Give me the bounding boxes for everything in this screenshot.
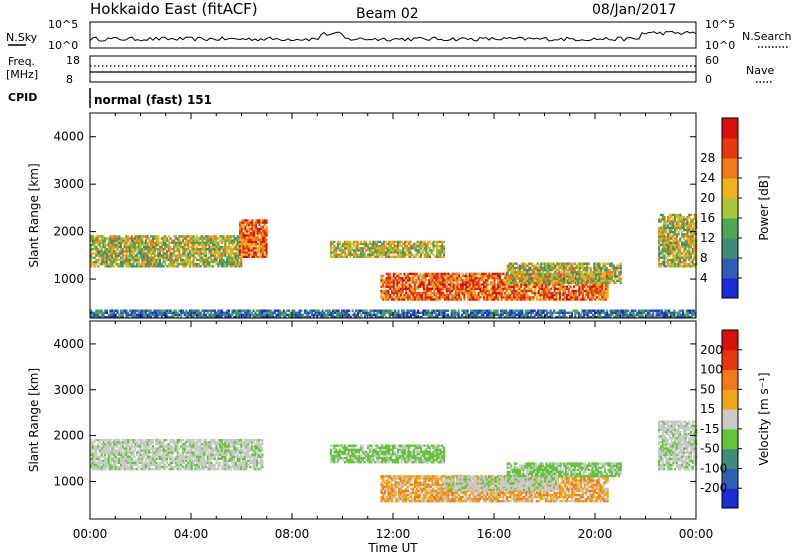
date-title: 08/Jan/2017 bbox=[592, 2, 676, 18]
colorbar-tick-label: 20 bbox=[700, 191, 715, 205]
freq-tick-right-top: 60 bbox=[705, 54, 719, 67]
colorbar-tick-label: -200 bbox=[700, 481, 727, 495]
colorbar-tick-label: 50 bbox=[700, 382, 715, 396]
noise-sky-line bbox=[89, 30, 697, 44]
colorbar-swatch bbox=[722, 448, 738, 469]
nsky-label: N.Sky bbox=[6, 31, 38, 44]
y-tick-label: 3000 bbox=[53, 383, 84, 397]
colorbar-swatch bbox=[722, 118, 738, 139]
colorbar-tick-label: 4 bbox=[700, 271, 708, 285]
colorbar-swatch bbox=[722, 369, 738, 390]
x-tick-label: 00:00 bbox=[679, 527, 714, 541]
colorbar-tick-label: -15 bbox=[700, 422, 720, 436]
colorbar-tick-label: 100 bbox=[700, 363, 723, 377]
time-axis: 00:00 04:00 08:00 12:00 16:00 20:00 00:00 Time … bbox=[73, 527, 714, 554]
colorbar-label: Power [dB] bbox=[757, 175, 771, 240]
colorbar-swatch bbox=[722, 468, 738, 489]
colorbar-swatch bbox=[722, 488, 738, 509]
colorbar-tick-label: 12 bbox=[700, 231, 715, 245]
velocity-panel: 1000 2000 3000 4000 Slant Range [km] bbox=[27, 320, 698, 520]
echo-region bbox=[380, 272, 609, 301]
colorbar-swatch bbox=[722, 138, 738, 159]
nave-label: Nave bbox=[746, 64, 774, 77]
echo-region bbox=[329, 240, 446, 258]
colorbar-tick-label: 200 bbox=[700, 343, 723, 357]
freq-tick-left-top: 18 bbox=[66, 54, 80, 67]
y-tick-label: 4000 bbox=[53, 130, 84, 144]
echo-region bbox=[506, 262, 622, 285]
colorbar-frame bbox=[721, 329, 739, 509]
colorbar-swatch bbox=[722, 409, 738, 430]
echo-region bbox=[658, 420, 698, 471]
echo-region bbox=[90, 235, 243, 268]
freq-strip-frame bbox=[89, 55, 697, 83]
echo-region bbox=[443, 476, 559, 491]
x-axis-label: Time UT bbox=[367, 541, 418, 554]
y-tick-label: 4000 bbox=[53, 337, 84, 351]
colorbar-frame bbox=[721, 117, 739, 299]
colorbar-tick-label: -100 bbox=[700, 461, 727, 475]
cpid-value: normal (fast) 151 bbox=[94, 93, 212, 107]
cpid-label: CPID bbox=[8, 91, 37, 104]
noise-tick-left-top: 10^5 bbox=[48, 18, 78, 31]
y-axis-label: Slant Range [km] bbox=[27, 163, 41, 267]
velocity-colorbar: 200 100 50 15 -15 -50 -100 -200 Velocity [m s⁻¹] bbox=[700, 329, 771, 509]
colorbar-tick-label: -50 bbox=[700, 442, 720, 456]
y-tick-label: 2000 bbox=[53, 225, 84, 239]
colorbar-swatch bbox=[722, 389, 738, 410]
noise-trace bbox=[89, 30, 697, 44]
x-tick-label: 16:00 bbox=[477, 527, 512, 541]
freq-tick-right-bottom: 0 bbox=[705, 73, 712, 86]
freq-label-line1: Freq. bbox=[8, 55, 35, 68]
noise-tick-left-bottom: 10^0 bbox=[48, 39, 78, 52]
colorbar-swatch bbox=[722, 258, 738, 279]
colorbar-swatch bbox=[722, 198, 738, 219]
x-tick-label: 20:00 bbox=[578, 527, 613, 541]
noise-tick-right-bottom: 10^0 bbox=[705, 39, 735, 52]
freq-tick-left-bottom: 8 bbox=[66, 73, 73, 86]
colorbar-tick-label: 8 bbox=[700, 251, 708, 265]
power-colorbar: 4 8 12 16 20 24 28 Power [dB] bbox=[700, 117, 771, 299]
colorbar-swatch bbox=[722, 218, 738, 239]
y-tick-label: 3000 bbox=[53, 177, 84, 191]
colorbar-swatch bbox=[722, 330, 738, 351]
x-tick-label: 12:00 bbox=[376, 527, 411, 541]
y-tick-label: 1000 bbox=[53, 474, 84, 488]
echo-region bbox=[90, 439, 264, 471]
colorbar-tick-label: 24 bbox=[700, 171, 715, 185]
echo-region bbox=[239, 219, 268, 258]
station-title: Hokkaido East (fitACF) bbox=[90, 0, 258, 18]
colorbar-swatch bbox=[722, 238, 738, 259]
echo-region bbox=[506, 462, 622, 478]
x-tick-label: 00:00 bbox=[73, 527, 108, 541]
colorbar-label: Velocity [m s⁻¹] bbox=[757, 372, 771, 465]
freq-label-line2: [MHz] bbox=[6, 68, 38, 81]
echo-region bbox=[329, 444, 446, 464]
colorbar-tick-label: 15 bbox=[700, 402, 715, 416]
colorbar-tick-label: 28 bbox=[700, 151, 715, 165]
y-tick-label: 1000 bbox=[53, 272, 84, 286]
y-tick-label: 2000 bbox=[53, 429, 84, 443]
x-tick-label: 04:00 bbox=[174, 527, 209, 541]
power-panel: 1000 2000 3000 4000 Slant Range [km] bbox=[27, 112, 698, 319]
colorbar-tick-label: 16 bbox=[700, 211, 715, 225]
beam-title: Beam 02 bbox=[356, 6, 419, 22]
colorbar-swatch bbox=[722, 428, 738, 450]
noise-strip-frame bbox=[89, 21, 697, 49]
noise-tick-right-top: 10^5 bbox=[705, 18, 735, 31]
colorbar-swatch bbox=[722, 158, 738, 179]
x-tick-label: 08:00 bbox=[275, 527, 310, 541]
colorbar-swatch bbox=[722, 178, 738, 199]
colorbar-swatch bbox=[722, 349, 738, 371]
nsearch-label: N.Search bbox=[742, 30, 792, 43]
y-axis-label: Slant Range [km] bbox=[27, 368, 41, 472]
colorbar-swatch bbox=[722, 278, 738, 299]
